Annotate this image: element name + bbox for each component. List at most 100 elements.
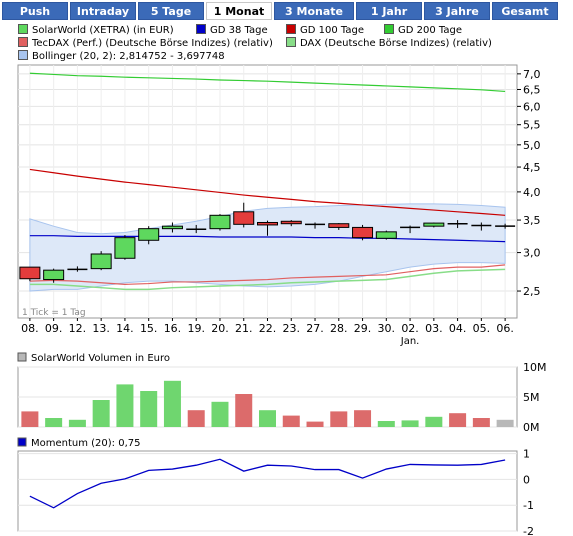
price-y-tick-label: 4,0 xyxy=(523,186,541,199)
momentum-plot-frame xyxy=(17,450,518,532)
date-tick-label: 13. xyxy=(92,322,110,335)
month-label: Jan. xyxy=(400,336,420,347)
date-tick-label: 09. xyxy=(45,322,63,335)
candle-body xyxy=(280,220,302,225)
momentum-title: Momentum (20): 0,75 xyxy=(31,438,141,449)
volume-bar xyxy=(425,416,443,427)
legend-label: Bollinger (20, 2): 2,814752 - 3,697748 xyxy=(32,51,225,62)
candle xyxy=(186,224,207,234)
candle xyxy=(233,202,255,228)
volume-bar xyxy=(354,410,372,427)
legend-gd100: GD 100 Tage xyxy=(286,24,364,37)
volume-bar xyxy=(92,400,110,427)
volume-bar xyxy=(211,401,229,427)
bollinger-band xyxy=(29,203,506,292)
date-tick-label: 16. xyxy=(164,322,182,335)
tab-gesamt[interactable]: Gesamt xyxy=(492,2,558,20)
candle xyxy=(161,222,183,233)
candle-body xyxy=(43,269,65,281)
candle xyxy=(400,225,421,234)
candle-body xyxy=(233,211,255,225)
legend-label: GD 100 Tage xyxy=(300,25,364,36)
candle-body xyxy=(138,228,160,241)
candle xyxy=(328,223,350,230)
candle xyxy=(19,266,41,282)
candle-body xyxy=(328,223,350,228)
candle-body xyxy=(114,237,136,259)
candle xyxy=(138,226,160,245)
date-tick-label: 03. xyxy=(425,322,443,335)
volume-bar xyxy=(235,394,253,427)
momentum-y-tick-label: 0 xyxy=(523,473,530,486)
candle xyxy=(375,230,397,240)
tab-3-jahre[interactable]: 3 Jahre xyxy=(424,2,490,20)
price-y-tick-label: 3,0 xyxy=(523,247,541,260)
date-tick-label: 08. xyxy=(21,322,39,335)
momentum-legend-swatch xyxy=(17,437,27,447)
candle xyxy=(471,222,492,231)
candle xyxy=(114,235,136,260)
volume-bar xyxy=(282,415,300,427)
tab-intraday[interactable]: Intraday xyxy=(70,2,136,20)
price-y-tick-label: 4,5 xyxy=(523,161,541,174)
volume-bar xyxy=(306,421,324,427)
candle xyxy=(352,224,374,241)
gd100-line xyxy=(29,168,506,216)
volume-bar xyxy=(21,411,39,427)
tab-push[interactable]: Push xyxy=(2,2,68,20)
legend-swatch xyxy=(18,37,28,47)
candle xyxy=(447,220,468,229)
candle xyxy=(43,268,65,283)
volume-bar xyxy=(449,413,467,427)
legend-solarworld: SolarWorld (XETRA) (in EUR) xyxy=(18,24,174,37)
momentum-line xyxy=(29,458,506,509)
price-y-tick-label: 5,0 xyxy=(523,139,541,152)
tab-5-tage[interactable]: 5 Tage xyxy=(138,2,204,20)
volume-bar xyxy=(163,380,181,427)
volume-bar xyxy=(140,391,158,427)
tab-1-monat[interactable]: 1 Monat xyxy=(206,2,272,20)
date-tick-label: 02. xyxy=(401,322,419,335)
gd38-line xyxy=(29,235,506,243)
legend-swatch xyxy=(286,37,296,47)
legend-label: GD 38 Tage xyxy=(210,25,268,36)
volume-bar xyxy=(377,421,395,427)
volume-title: SolarWorld Volumen in Euro xyxy=(31,353,170,364)
candle xyxy=(495,223,516,229)
price-y-tick-label: 2,5 xyxy=(523,285,541,298)
candle xyxy=(257,220,278,236)
volume-y-tick-label: 5M xyxy=(523,391,540,404)
legend-dax: DAX (Deutsche Börse Indizes) (relativ) xyxy=(286,37,492,50)
legend-swatch xyxy=(384,24,394,34)
date-tick-label: 23. xyxy=(283,322,301,335)
tab-3-monate[interactable]: 3 Monate xyxy=(274,2,354,20)
date-tick-label: 12. xyxy=(69,322,87,335)
price-legend: SolarWorld (XETRA) (in EUR) GD 38 Tage G… xyxy=(0,24,573,64)
date-tick-label: 30. xyxy=(378,322,396,335)
volume-bar xyxy=(401,420,419,427)
candle-body xyxy=(209,214,231,230)
legend-label: SolarWorld (XETRA) (in EUR) xyxy=(32,25,174,36)
gd200-line xyxy=(29,72,506,93)
candle xyxy=(423,222,445,228)
volume-legend-swatch xyxy=(17,352,27,362)
date-tick-label: 05. xyxy=(473,322,491,335)
volume-bar xyxy=(496,419,514,427)
legend-gd200: GD 200 Tage xyxy=(384,24,462,37)
legend-gd38: GD 38 Tage xyxy=(196,24,268,37)
date-tick-label: 29. xyxy=(354,322,372,335)
candle-body xyxy=(90,253,112,270)
legend-tecdax: TecDAX (Perf.) (Deutsche Börse Indizes) … xyxy=(18,37,273,50)
tab-1-jahr[interactable]: 1 Jahr xyxy=(356,2,422,20)
date-tick-label: 21. xyxy=(235,322,253,335)
legend-swatch xyxy=(196,24,206,34)
date-tick-label: 22. xyxy=(259,322,277,335)
period-tabs: Push Intraday 5 Tage 1 Monat 3 Monate 1 Jahr 3… xyxy=(0,0,573,22)
candle-body xyxy=(423,222,445,227)
price-y-tick-label: 7,0 xyxy=(523,68,541,81)
candle xyxy=(209,214,231,231)
candle xyxy=(67,266,88,272)
candle-body xyxy=(352,226,374,239)
momentum-y-tick-label: -2 xyxy=(523,525,534,536)
volume-bar xyxy=(472,418,490,427)
